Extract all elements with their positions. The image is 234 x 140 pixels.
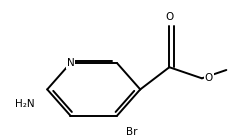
Text: H₂N: H₂N [15,99,35,109]
Text: Br: Br [126,127,138,137]
Text: O: O [165,12,173,22]
Text: O: O [205,73,213,83]
Text: N: N [67,58,74,68]
